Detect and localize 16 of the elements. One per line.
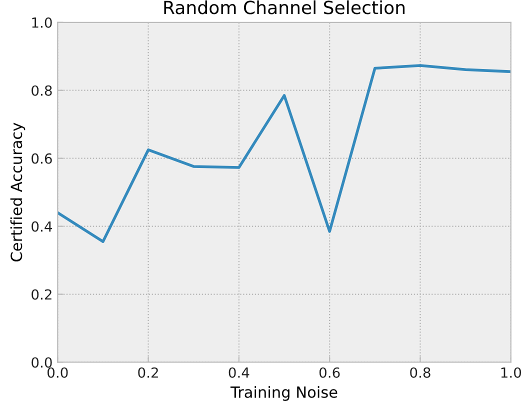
y-tick-label: 0.4: [32, 221, 52, 232]
x-tick-label: 0.6: [319, 367, 340, 378]
line-series: [58, 64, 511, 243]
x-tick-label: 1.0: [501, 367, 522, 378]
y-tick-label: 0.0: [32, 357, 52, 368]
y-tick-label: 0.2: [32, 289, 52, 300]
y-tick-label: 0.6: [32, 153, 52, 164]
x-tick-label: 0.4: [228, 367, 250, 378]
y-tick-label: 1.0: [32, 17, 52, 28]
x-axis-title: Training Noise: [230, 386, 338, 401]
x-tick-label: 0.2: [138, 367, 158, 378]
x-tick-label: 0.0: [48, 367, 68, 378]
x-tick-label: 0.8: [410, 367, 430, 378]
y-axis-title: Certified Accuracy: [10, 122, 26, 262]
y-tick-label: 0.8: [32, 85, 52, 96]
chart-title: Random Channel Selection: [164, 0, 405, 14]
